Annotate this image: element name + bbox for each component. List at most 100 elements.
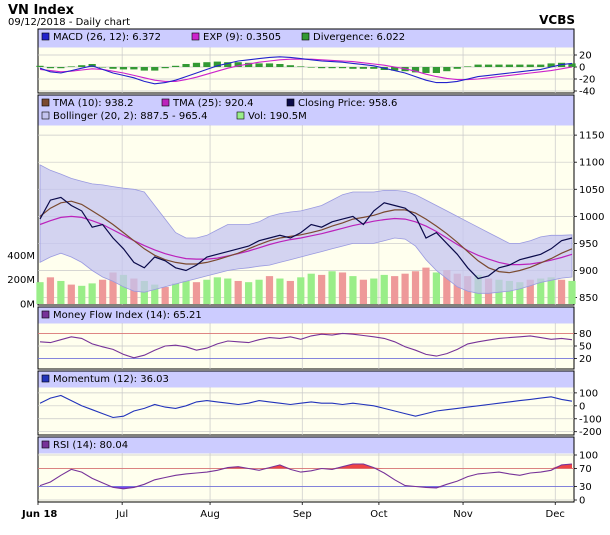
legend-swatch xyxy=(286,98,295,107)
legend-label: TMA (25): 920.4 xyxy=(172,98,253,109)
x-tick-label: Jun 18 xyxy=(21,509,57,520)
y-tick-label: 900 xyxy=(579,266,598,277)
divergence-bar xyxy=(307,67,315,68)
volume-bar xyxy=(203,279,211,304)
y-tick-label: 70 xyxy=(579,464,592,475)
volume-bar xyxy=(213,277,221,304)
closing-price-line xyxy=(39,196,573,280)
y-tick-label: -200 xyxy=(579,427,602,438)
divergence-bar xyxy=(474,64,482,67)
volume-bar xyxy=(411,271,420,304)
legend-label: Bollinger (20, 2): 887.5 - 965.4 xyxy=(53,111,207,122)
legend-label: Closing Price: 958.6 xyxy=(298,98,397,109)
divergence-bar xyxy=(276,64,284,67)
y-tick-label: 0 xyxy=(579,401,585,412)
divergence-bar xyxy=(411,67,420,73)
chart-subtitle: 09/12/2018 - Daily chart xyxy=(8,17,130,28)
divergence-bar xyxy=(505,64,514,67)
volume-bar xyxy=(505,280,514,304)
y-tick-label: 20 xyxy=(579,51,592,62)
legend-swatch xyxy=(161,98,170,107)
volume-bar xyxy=(359,279,367,304)
legend-label: Vol: 190.5M xyxy=(248,111,307,122)
volume-bar xyxy=(192,282,201,304)
volume-bar xyxy=(318,274,326,304)
legend-swatch xyxy=(41,32,50,41)
volume-bar xyxy=(380,274,388,304)
divergence-bar xyxy=(234,62,242,67)
legend-background xyxy=(38,437,574,454)
volume-bar xyxy=(526,279,534,304)
volume-bar xyxy=(172,283,180,304)
volume-tick-label: 400M xyxy=(7,251,35,262)
legend-swatch xyxy=(236,111,245,120)
volume-bar xyxy=(453,273,461,304)
divergence-bar xyxy=(213,61,221,67)
volume-bar xyxy=(36,282,44,304)
legend-swatch xyxy=(301,32,310,41)
divergence-bar xyxy=(453,67,461,69)
volume-bar xyxy=(547,277,555,304)
y-tick-label: -40 xyxy=(579,87,595,98)
y-tick-label: -100 xyxy=(579,414,602,425)
volume-bar xyxy=(401,273,409,304)
volume-tick-label: 200M xyxy=(7,275,35,286)
legend-background xyxy=(38,371,574,388)
divergence-bar xyxy=(537,64,545,67)
volume-bar xyxy=(516,282,524,304)
volume-bar xyxy=(265,276,274,304)
y-tick-label: 80 xyxy=(579,329,592,340)
divergence-bar xyxy=(36,65,44,67)
volume-bar xyxy=(568,280,576,304)
volume-bar xyxy=(276,278,284,304)
y-tick-label: 30 xyxy=(579,482,592,493)
legend-label: Momentum (12): 36.03 xyxy=(53,374,169,385)
volume-bar xyxy=(370,278,378,304)
panel-4 xyxy=(37,436,577,505)
legend-background xyxy=(38,95,574,126)
volume-bar xyxy=(98,279,107,304)
volume-bar xyxy=(297,277,305,304)
divergence-bar xyxy=(151,67,159,71)
divergence-bar xyxy=(172,65,180,67)
divergence-bar xyxy=(67,66,75,67)
divergence-bar xyxy=(140,67,148,71)
x-tick-label: Nov xyxy=(453,509,473,520)
y-tick-label: 1100 xyxy=(579,158,604,169)
volume-bar xyxy=(537,278,545,304)
momentum-line xyxy=(39,394,573,419)
legend-swatch xyxy=(41,98,50,107)
legend-swatch xyxy=(41,111,50,120)
volume-bar xyxy=(57,280,65,304)
x-tick-label: Oct xyxy=(370,509,387,520)
x-tick-label: Aug xyxy=(200,509,220,520)
divergence-bar xyxy=(182,64,190,67)
volume-bar xyxy=(245,282,253,304)
divergence-bar xyxy=(109,67,117,69)
legend-background xyxy=(38,307,574,324)
volume-bar xyxy=(255,279,263,304)
volume-bar xyxy=(286,280,294,304)
y-tick-label: 850 xyxy=(579,293,598,304)
divergence-bar xyxy=(119,67,128,70)
legend-label: RSI (14): 80.04 xyxy=(53,440,128,451)
volume-bar xyxy=(67,284,75,304)
panel-1 xyxy=(36,94,577,306)
legend-swatch xyxy=(191,32,200,41)
volume-bar xyxy=(349,276,357,304)
divergence-bar xyxy=(443,67,451,72)
mfi-line xyxy=(39,332,573,359)
volume-bar xyxy=(119,274,128,304)
volume-bar xyxy=(88,283,96,304)
divergence-bar xyxy=(484,64,493,67)
tma10-line xyxy=(39,200,573,274)
divergence-bar xyxy=(547,63,555,67)
divergence-bar xyxy=(286,65,294,67)
divergence-bar xyxy=(203,62,211,67)
divergence-bar xyxy=(318,67,326,69)
brand-label: VCBS xyxy=(539,13,575,27)
divergence-bar xyxy=(328,67,336,69)
volume-bar xyxy=(224,278,232,304)
legend-label: Money Flow Index (14): 65.21 xyxy=(53,310,202,321)
